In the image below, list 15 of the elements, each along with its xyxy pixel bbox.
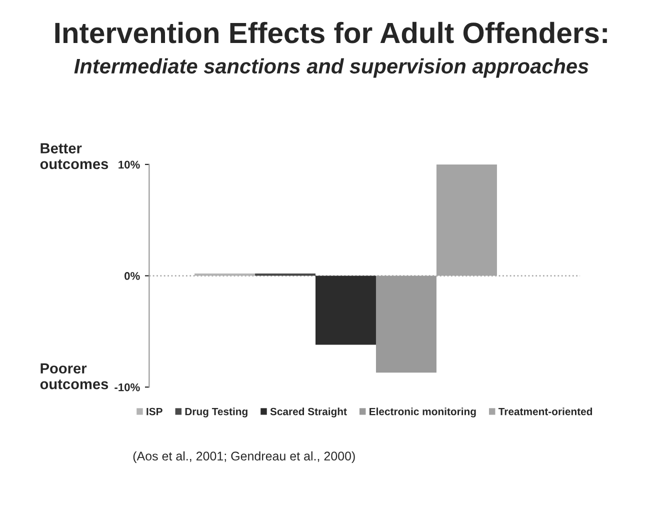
bar <box>316 276 376 345</box>
y-tick-label: 0% <box>124 272 140 280</box>
text: Better outcomes <box>40 143 108 170</box>
legend-label: ISP <box>146 408 162 416</box>
chart-subtitle: Intermediate sanctions and supervision approaches <box>74 58 588 78</box>
y-tick-label: -10% <box>114 383 140 392</box>
legend-label: Electronic monitoring <box>370 408 476 418</box>
legend-label: Scared Straight <box>270 408 347 418</box>
text: (Aos et al., 2001; Gendreau et al., 2000) <box>133 451 355 463</box>
legend-label: Treatment-oriented <box>498 408 592 416</box>
y-tick-label: 10% <box>118 160 140 169</box>
legend-label: Drug Testing <box>185 408 248 418</box>
chart-title: Intervention Effects for Adult Offenders: <box>55 22 607 44</box>
text: Poorer outcomes <box>40 363 108 390</box>
bar <box>376 276 436 373</box>
